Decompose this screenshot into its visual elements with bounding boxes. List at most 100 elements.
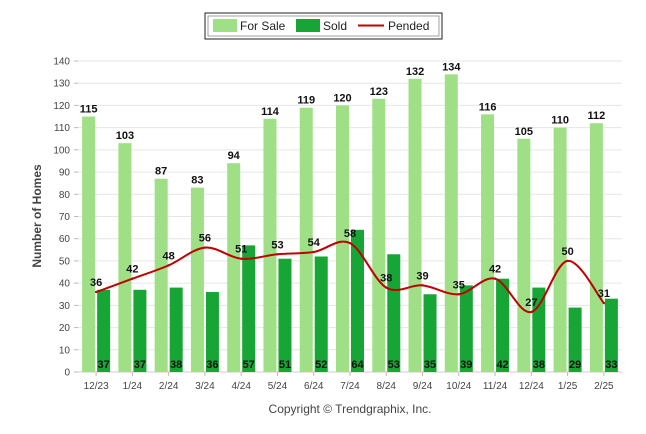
data-labels: 115 37 103 37 87 38 83 36 94 57 114 51 119 52 120 64 123… xyxy=(80,61,618,371)
bar-sold-8/24 xyxy=(387,254,401,372)
x-tick-label-4/24: 4/24 xyxy=(231,381,251,392)
bar-for-sale-1/25 xyxy=(553,127,567,373)
bars xyxy=(82,74,618,373)
bar-for-sale-3/24 xyxy=(190,187,204,372)
label-sold-2/25: 33 xyxy=(605,359,617,371)
label-sold-4/24: 57 xyxy=(243,359,255,371)
bar-for-sale-10/24 xyxy=(444,74,458,372)
x-tick-label-3/24: 3/24 xyxy=(195,381,215,392)
label-sold-11/24: 42 xyxy=(496,359,508,371)
pended-point-12/23 xyxy=(94,290,98,294)
pended-point-5/24 xyxy=(276,253,279,256)
label-for-sale-2/24: 87 xyxy=(155,166,167,178)
label-pended-12/24: 27 xyxy=(525,297,537,309)
label-for-sale-10/24: 134 xyxy=(442,61,461,73)
pended-point-4/24 xyxy=(240,257,243,260)
bar-for-sale-2/25 xyxy=(589,123,603,372)
pended-point-12/24 xyxy=(530,310,533,314)
legend-label-pended: Pended xyxy=(388,19,429,33)
x-tick-label-6/24: 6/24 xyxy=(304,381,324,392)
bar-sold-3/24 xyxy=(205,292,219,372)
pended-point-2/25 xyxy=(602,301,606,305)
label-pended-7/24: 58 xyxy=(344,228,356,240)
y-axis-ticks: 0 10 20 30 40 50 60 70 80 90 100 110 120 130 140 xyxy=(53,57,78,379)
label-sold-8/24: 53 xyxy=(388,359,400,371)
label-for-sale-12/24: 105 xyxy=(515,126,533,138)
bar-sold-1/25 xyxy=(568,307,582,372)
legend-inner-border xyxy=(207,15,440,37)
pended-point-1/24 xyxy=(131,277,134,280)
bar-for-sale-2/24 xyxy=(154,178,168,372)
pended-line-group xyxy=(94,240,606,314)
label-pended-12/23: 36 xyxy=(90,277,102,289)
y-tick-label-50: 50 xyxy=(59,256,71,267)
bar-for-sale-5/24 xyxy=(263,118,277,372)
x-tick-label-11/24: 11/24 xyxy=(483,381,508,392)
label-for-sale-9/24: 132 xyxy=(406,66,424,78)
label-sold-6/24: 52 xyxy=(315,359,327,371)
x-tick-label-10/24: 10/24 xyxy=(446,381,471,392)
x-tick-label-12/24: 12/24 xyxy=(519,381,544,392)
label-pended-1/24: 42 xyxy=(126,264,138,276)
gridlines xyxy=(78,60,622,373)
label-for-sale-8/24: 123 xyxy=(370,86,388,98)
pended-point-1/25 xyxy=(566,259,569,263)
label-for-sale-3/24: 83 xyxy=(191,175,203,187)
x-tick-label-12/23: 12/23 xyxy=(84,381,109,392)
label-sold-1/25: 29 xyxy=(569,359,581,371)
bar-for-sale-6/24 xyxy=(299,107,313,373)
label-sold-5/24: 51 xyxy=(279,359,291,371)
y-tick-label-130: 130 xyxy=(53,79,70,90)
pended-point-11/24 xyxy=(493,277,497,280)
y-tick-label-20: 20 xyxy=(59,323,71,334)
label-for-sale-6/24: 119 xyxy=(297,95,315,107)
label-sold-2/24: 38 xyxy=(170,359,182,371)
pended-point-6/24 xyxy=(312,250,315,254)
label-sold-12/23: 37 xyxy=(98,359,110,371)
bar-for-sale-11/24 xyxy=(481,114,495,373)
x-tick-label-2/24: 2/24 xyxy=(159,381,179,392)
label-pended-8/24: 38 xyxy=(380,273,392,285)
label-for-sale-2/25: 112 xyxy=(587,110,605,122)
y-tick-label-0: 0 xyxy=(64,368,70,379)
bar-sold-12/23 xyxy=(97,289,111,372)
label-for-sale-4/24: 94 xyxy=(228,150,241,162)
label-sold-12/24: 38 xyxy=(533,359,545,371)
label-pended-11/24: 42 xyxy=(489,264,501,276)
x-tick-label-1/24: 1/24 xyxy=(123,381,143,392)
y-tick-label-80: 80 xyxy=(59,190,71,201)
label-for-sale-1/24: 103 xyxy=(116,130,134,142)
bar-sold-11/24 xyxy=(496,278,510,372)
bar-sold-5/24 xyxy=(278,258,292,372)
label-for-sale-11/24: 116 xyxy=(479,101,497,113)
label-pended-6/24: 54 xyxy=(308,237,321,249)
bar-sold-2/24 xyxy=(169,287,183,372)
label-sold-7/24: 64 xyxy=(351,359,364,371)
bar-for-sale-1/24 xyxy=(118,143,132,372)
label-pended-5/24: 53 xyxy=(271,239,283,251)
label-sold-9/24: 35 xyxy=(424,359,436,371)
pended-point-3/24 xyxy=(203,246,207,249)
label-pended-4/24: 51 xyxy=(235,244,247,256)
label-pended-9/24: 39 xyxy=(416,270,428,282)
y-tick-label-90: 90 xyxy=(59,168,71,179)
pended-point-7/24 xyxy=(348,241,352,245)
x-tick-label-2/25: 2/25 xyxy=(594,381,614,392)
y-tick-label-40: 40 xyxy=(59,279,71,290)
y-tick-label-140: 140 xyxy=(53,57,70,68)
label-pended-10/24: 35 xyxy=(453,279,465,291)
bar-sold-7/24 xyxy=(351,229,364,372)
legend-swatch-for-sale xyxy=(213,19,237,32)
label-pended-1/25: 50 xyxy=(561,246,573,258)
x-tick-label-5/24: 5/24 xyxy=(268,381,288,392)
label-pended-2/25: 31 xyxy=(598,288,610,300)
x-tick-label-8/24: 8/24 xyxy=(377,381,397,392)
pended-point-10/24 xyxy=(457,293,460,296)
label-for-sale-7/24: 120 xyxy=(333,92,351,104)
label-sold-10/24: 39 xyxy=(460,359,472,371)
x-axis-ticks: 12/23 1/24 2/24 3/24 4/24 5/24 6/24 7/24 8/24 9/2… xyxy=(84,372,614,392)
label-sold-1/24: 37 xyxy=(134,359,146,371)
legend-label-for-sale: For Sale xyxy=(240,19,286,33)
